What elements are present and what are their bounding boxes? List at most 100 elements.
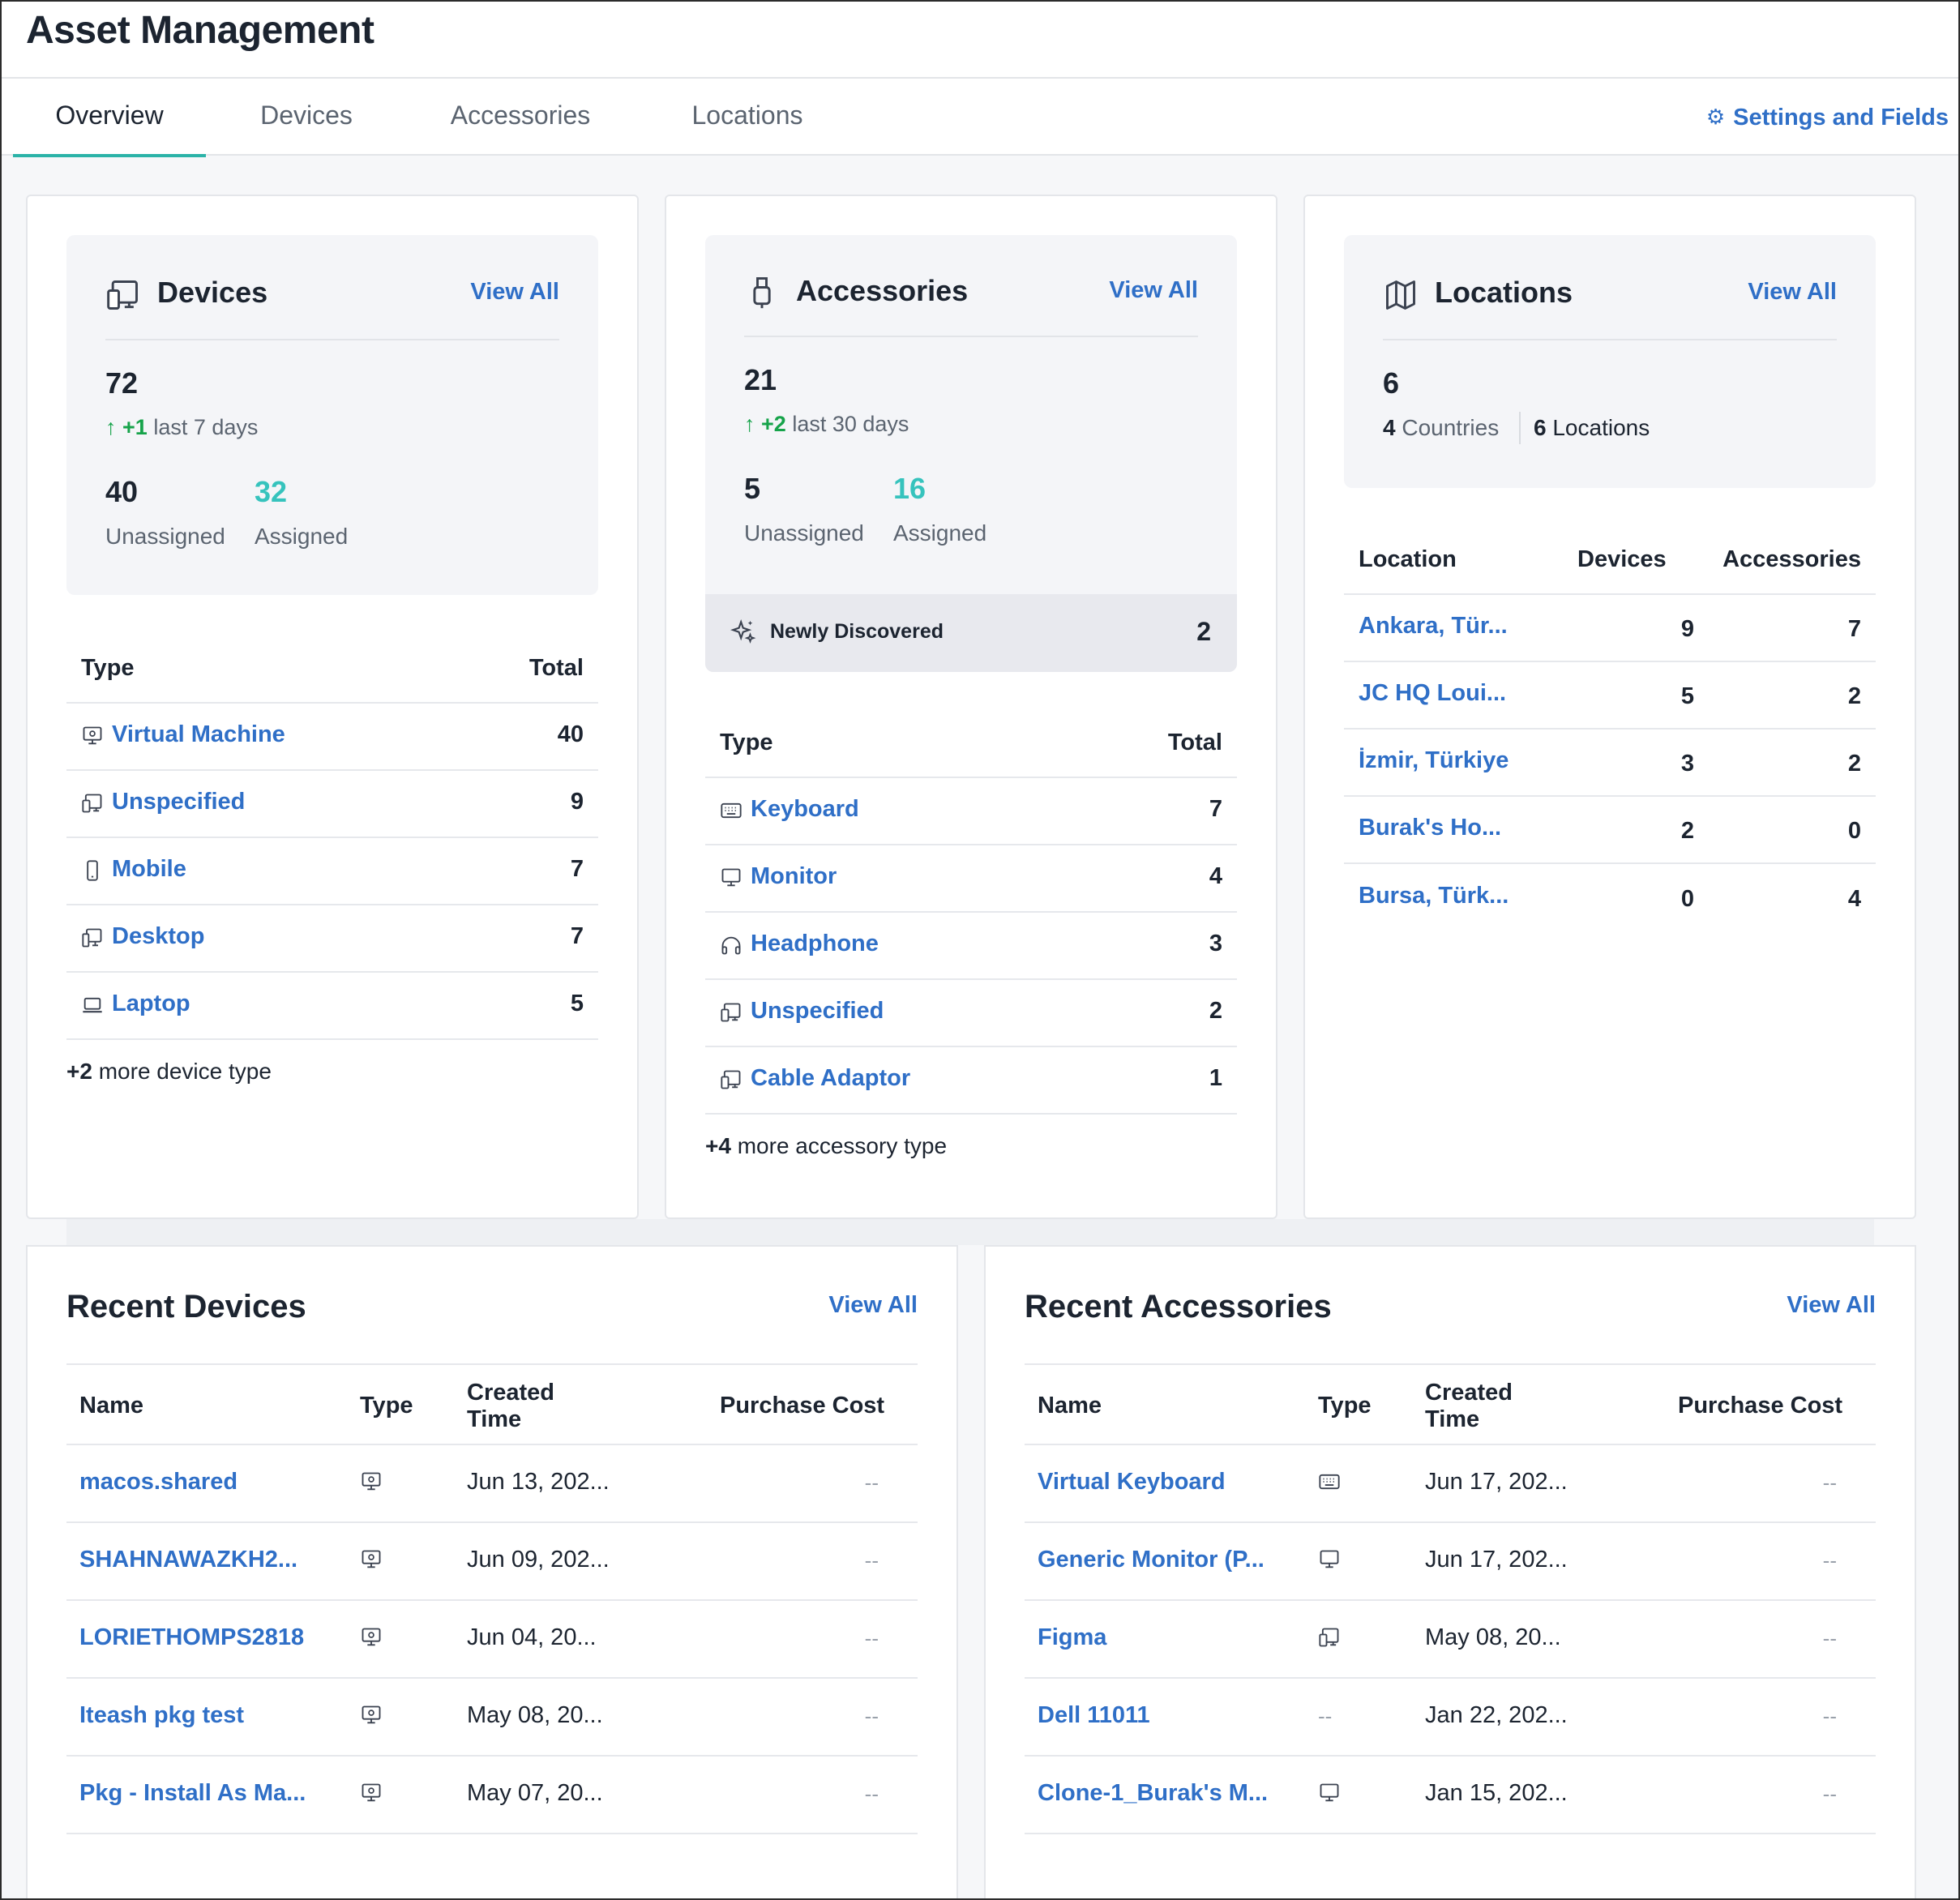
mobile-icon — [81, 859, 104, 882]
accessories-delta: ↑ +2 last 30 days — [744, 412, 909, 437]
accessory-type-cable-adaptor[interactable]: Cable Adaptor — [751, 1065, 911, 1091]
accessory-type-unspecified[interactable]: Unspecified — [751, 998, 884, 1024]
recent-device-name-link[interactable]: Pkg - Install As Ma... — [79, 1780, 306, 1806]
devices-more-types[interactable]: +2 more device type — [66, 1059, 272, 1085]
recent-accessory-name-link[interactable]: Figma — [1038, 1624, 1107, 1650]
accessory-type-headphone[interactable]: Headphone — [751, 931, 879, 956]
divider — [1344, 862, 1876, 864]
gear-icon: ⚙ — [1705, 105, 1726, 129]
tab-accessories[interactable]: Accessories — [450, 101, 591, 130]
recent-device-created: Jun 09, 202... — [467, 1547, 610, 1573]
settings-and-fields-link[interactable]: ⚙ Settings and Fields — [1706, 79, 1949, 156]
device-type-unspecified[interactable]: Unspecified — [112, 789, 246, 815]
countries-count: 4 — [1383, 415, 1396, 440]
device-type-laptop[interactable]: Laptop — [112, 991, 190, 1016]
stat-divider — [1519, 412, 1521, 444]
location-devices-count: 9 — [1680, 616, 1694, 642]
newly-discovered-bar[interactable]: Newly Discovered 2 — [705, 594, 1237, 672]
divider — [1025, 1755, 1876, 1757]
divider — [66, 837, 598, 838]
accessories-summary-header: Accessories View All — [744, 235, 1198, 337]
recent-device-name-link[interactable]: macos.shared — [79, 1469, 238, 1495]
divider — [66, 904, 598, 905]
accessory-type-count: 1 — [1209, 1065, 1222, 1091]
recent-accessory-name-link[interactable]: Virtual Keyboard — [1038, 1469, 1226, 1495]
devices-assigned-label: Assigned — [255, 524, 349, 549]
countries-stat: 4 Countries — [1383, 415, 1499, 441]
device-type-desktop[interactable]: Desktop — [112, 923, 205, 949]
tab-overview[interactable]: Overview — [13, 79, 206, 157]
locations-label: Locations — [1552, 415, 1650, 440]
recent-accessory-name-link[interactable]: Generic Monitor (P... — [1038, 1547, 1265, 1573]
location-link[interactable]: Ankara, Tür... — [1359, 613, 1508, 639]
divider — [66, 1833, 918, 1834]
accessories-more-types[interactable]: +4 more accessory type — [705, 1133, 947, 1159]
recent-device-name-link[interactable]: SHAHNAWAZKH2... — [79, 1547, 298, 1573]
tab-bar: Overview Devices Accessories Locations ⚙… — [2, 79, 1958, 157]
recent-device-created: May 08, 20... — [467, 1702, 603, 1728]
accessories-panel: Accessories View All 21 ↑ +2 last 30 day… — [665, 195, 1277, 1219]
divider — [1025, 1363, 1876, 1365]
accessory-type-monitor[interactable]: Monitor — [751, 863, 837, 889]
keyboard-icon — [720, 799, 742, 822]
divider — [705, 978, 1237, 980]
recent-accessories-view-all-link[interactable]: View All — [1787, 1292, 1876, 1318]
recent-device-name-link[interactable]: Iteash pkg test — [79, 1702, 245, 1728]
recent-device-created: Jun 04, 20... — [467, 1624, 597, 1650]
accessories-view-all-link[interactable]: View All — [1109, 277, 1198, 303]
devices-delta: ↑ +1 last 7 days — [105, 415, 258, 440]
accessory-type-count: 3 — [1209, 931, 1222, 956]
monitor-icon — [1318, 1548, 1341, 1571]
location-link[interactable]: Burak's Ho... — [1359, 815, 1502, 841]
location-link[interactable]: Bursa, Türk... — [1359, 883, 1509, 909]
devices-icon — [720, 1068, 742, 1091]
accessories-col-type: Type — [720, 730, 773, 755]
monitor-icon — [1318, 1782, 1341, 1804]
recent-devices-view-all-link[interactable]: View All — [828, 1292, 918, 1318]
arrow-up-icon: ↑ — [744, 412, 755, 436]
recent-accessory-created: Jan 22, 202... — [1425, 1702, 1568, 1728]
tab-locations[interactable]: Locations — [691, 101, 803, 130]
divider — [66, 769, 598, 771]
locations-summary-header: Locations View All — [1383, 235, 1837, 340]
locations-col-location: Location — [1359, 546, 1457, 572]
accessories-summary: Accessories View All 21 ↑ +2 last 30 day… — [705, 235, 1237, 672]
locations-stat: 6 Locations — [1534, 415, 1650, 441]
col-type: Type — [360, 1393, 413, 1419]
devices-unassigned-count: 40 — [105, 475, 139, 508]
divider — [1025, 1677, 1876, 1679]
device-type-mobile[interactable]: Mobile — [112, 856, 186, 882]
settings-link-label: Settings and Fields — [1733, 105, 1949, 131]
recent-device-cost: -- — [864, 1782, 879, 1806]
locations-summary: Locations View All 6 4 Countries 6 Locat… — [1344, 235, 1876, 488]
accessory-type-keyboard[interactable]: Keyboard — [751, 796, 859, 822]
location-link[interactable]: JC HQ Loui... — [1359, 680, 1507, 706]
devices-icon — [81, 792, 104, 815]
locations-view-all-link[interactable]: View All — [1748, 279, 1837, 305]
accessories-more-label: more accessory type — [737, 1133, 948, 1158]
col-purchase-cost: Purchase Cost — [720, 1393, 885, 1419]
devices-icon — [1318, 1626, 1341, 1649]
tab-devices[interactable]: Devices — [260, 101, 353, 130]
recent-device-created: May 07, 20... — [467, 1780, 603, 1806]
locations-title: Locations — [1435, 276, 1573, 309]
location-link[interactable]: İzmir, Türkiye — [1359, 747, 1509, 773]
divider — [66, 1363, 918, 1365]
accessories-assigned-count: 16 — [893, 472, 927, 505]
recent-device-name-link[interactable]: LORIETHOMPS2818 — [79, 1624, 305, 1650]
device-type-virtual-machine[interactable]: Virtual Machine — [112, 721, 285, 747]
sparkle-icon — [730, 619, 756, 644]
recent-accessory-name-link[interactable]: Clone-1_Burak's M... — [1038, 1780, 1269, 1806]
usb-plug-icon — [753, 277, 771, 309]
locations-panel: Locations View All 6 4 Countries 6 Locat… — [1303, 195, 1916, 1219]
virtual-machine-icon — [360, 1626, 383, 1649]
recent-device-cost: -- — [864, 1548, 879, 1573]
recent-accessory-name-link[interactable]: Dell 11011 — [1038, 1702, 1150, 1728]
recent-accessory-created: Jun 17, 202... — [1425, 1547, 1568, 1573]
divider — [66, 1038, 598, 1040]
recent-device-cost: -- — [864, 1626, 879, 1650]
recent-accessory-created: Jan 15, 202... — [1425, 1780, 1568, 1806]
device-type-count: 9 — [570, 789, 584, 815]
accessory-type-count: 7 — [1209, 796, 1222, 822]
devices-view-all-link[interactable]: View All — [470, 279, 559, 305]
